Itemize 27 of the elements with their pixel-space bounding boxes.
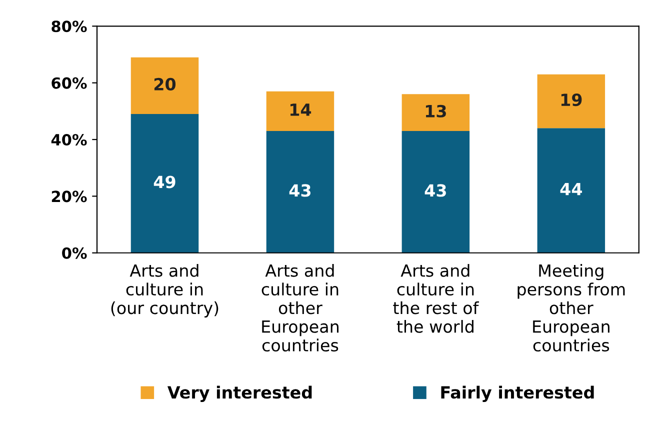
data-label: 43 bbox=[289, 184, 310, 197]
data-label: 20 bbox=[154, 78, 176, 91]
bar bbox=[537, 74, 606, 128]
data-label: 19 bbox=[561, 94, 582, 106]
y-tick-label: 60% bbox=[52, 77, 87, 89]
x-tick-label: Arts and culture in other European countries bbox=[262, 264, 338, 352]
y-tick-label: 80% bbox=[52, 20, 87, 32]
legend-label: Fairly interested bbox=[441, 386, 594, 402]
data-label: 13 bbox=[426, 104, 446, 118]
x-tick-label: Meeting persons from other European countries bbox=[518, 264, 625, 352]
data-label: 49 bbox=[154, 176, 176, 188]
x-tick-label: Arts and culture in the rest of the world bbox=[393, 264, 479, 333]
bar bbox=[266, 131, 334, 253]
bar bbox=[266, 91, 334, 132]
bar bbox=[402, 94, 470, 132]
data-label: 43 bbox=[424, 184, 446, 197]
data-label: 44 bbox=[560, 182, 582, 196]
bar bbox=[537, 128, 606, 253]
y-tick-label: 40% bbox=[51, 134, 87, 146]
data-label: 14 bbox=[290, 104, 312, 116]
y-tick-label: 20% bbox=[52, 190, 87, 202]
bar bbox=[130, 57, 199, 114]
bar bbox=[402, 131, 470, 253]
x-tick-label: Arts and culture in (our country) bbox=[111, 264, 218, 318]
bar bbox=[130, 114, 199, 253]
legend-label: Very interested bbox=[167, 386, 312, 402]
y-tick-label: 0% bbox=[62, 247, 87, 259]
